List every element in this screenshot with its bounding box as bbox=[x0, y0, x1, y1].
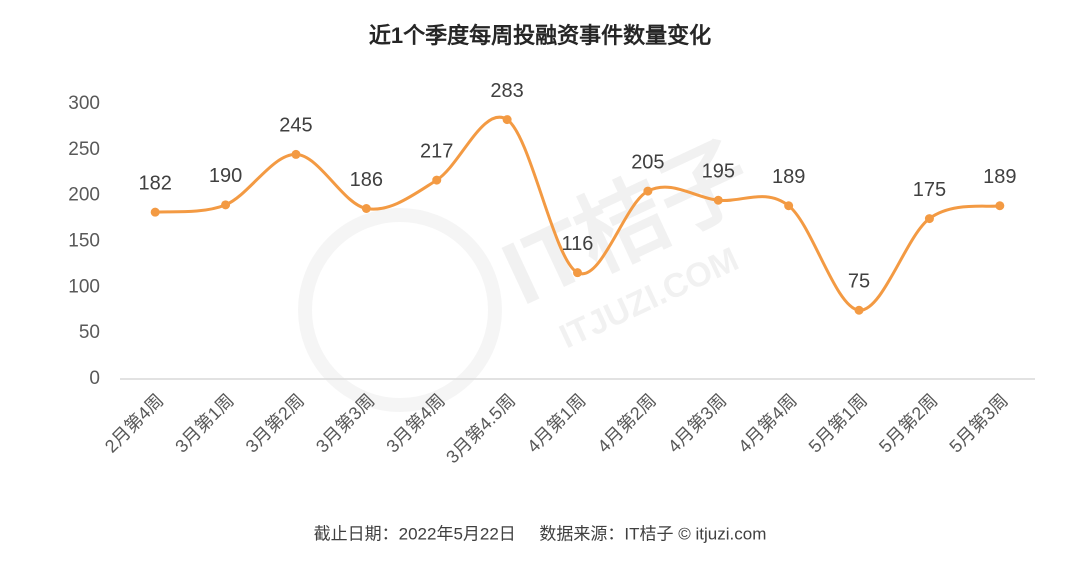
y-tick-label: 50 bbox=[79, 322, 100, 343]
data-label: 245 bbox=[279, 115, 312, 137]
point bbox=[361, 204, 371, 213]
data-label: 283 bbox=[490, 80, 523, 102]
point bbox=[221, 200, 231, 210]
y-tick-label: 200 bbox=[68, 185, 100, 206]
data-label: 182 bbox=[139, 172, 172, 194]
point bbox=[643, 186, 653, 196]
source-note: 截止日期：2022年5月22日 数据来源：IT桔子 © itjuzi.com bbox=[314, 524, 767, 543]
y-tick-label: 300 bbox=[68, 93, 100, 114]
y-tick-label: 100 bbox=[68, 276, 100, 297]
y-tick-label: 250 bbox=[68, 139, 100, 160]
point bbox=[784, 201, 794, 211]
watermark-logo bbox=[298, 208, 502, 412]
point bbox=[150, 207, 160, 217]
data-label: 186 bbox=[350, 169, 383, 191]
point bbox=[573, 268, 582, 278]
data-label: 75 bbox=[848, 271, 870, 293]
y-tick-label: 150 bbox=[68, 231, 100, 252]
x-tick-label: 4月第1周 bbox=[523, 390, 589, 456]
data-label: 189 bbox=[772, 166, 805, 188]
x-tick-label: 3月第1周 bbox=[171, 390, 237, 456]
x-tick-label: 5月第2周 bbox=[875, 390, 941, 456]
data-label: 116 bbox=[562, 233, 594, 255]
y-tick-label: 0 bbox=[89, 368, 100, 389]
point bbox=[502, 115, 512, 125]
x-tick-label: 3月第2周 bbox=[242, 390, 308, 456]
point bbox=[854, 305, 864, 315]
point bbox=[995, 201, 1005, 211]
point bbox=[713, 195, 723, 205]
x-tick-label: 4月第3周 bbox=[664, 390, 730, 456]
x-tick-label: 4月第2周 bbox=[594, 390, 660, 456]
x-tick-label: 4月第4周 bbox=[734, 390, 800, 456]
x-tick-label: 2月第4周 bbox=[101, 390, 167, 456]
data-label: 189 bbox=[983, 166, 1016, 188]
data-label: 217 bbox=[420, 140, 453, 162]
x-tick-label: 5月第3周 bbox=[946, 390, 1012, 456]
point bbox=[432, 175, 442, 185]
data-label: 175 bbox=[913, 179, 946, 201]
x-tick-label: 3月第3周 bbox=[312, 390, 378, 456]
point bbox=[291, 149, 301, 159]
data-label: 195 bbox=[702, 161, 735, 183]
data-label: 205 bbox=[631, 151, 664, 173]
chart-title: 近1个季度每周投融资事件数量变化 bbox=[369, 23, 711, 48]
point bbox=[924, 214, 934, 224]
data-label: 190 bbox=[209, 165, 242, 187]
x-tick-label: 5月第1周 bbox=[805, 390, 871, 456]
x-tick-label: 3月第4.5周 bbox=[442, 390, 519, 467]
